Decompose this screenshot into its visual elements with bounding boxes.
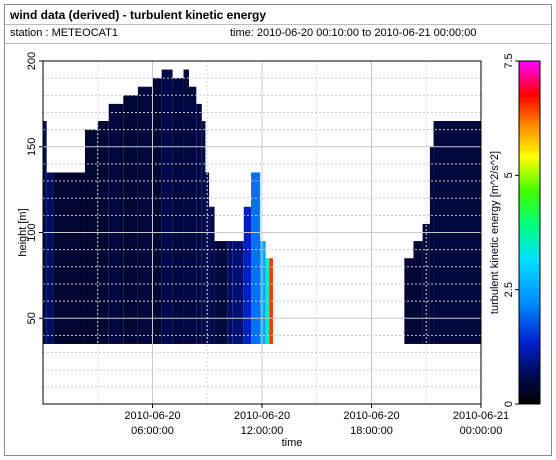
x-tick-label-date: 2010-06-20: [343, 410, 399, 422]
data-cell: [84, 129, 98, 344]
colorbar-tick-label: 0: [503, 401, 515, 407]
x-tick-label-time: 06:00:00: [131, 425, 174, 437]
data-cell: [413, 241, 423, 344]
colorbar-tick-label: 7.5: [503, 53, 515, 68]
data-cell: [260, 241, 266, 344]
x-tick-label-date: 2010-06-20: [124, 410, 180, 422]
data-cell: [161, 69, 173, 344]
data-cell: [108, 103, 124, 344]
x-axis-label: time: [282, 437, 303, 449]
header-divider: [5, 24, 551, 25]
axes: 50 100 150 200 height [m] 2010-06-20 06:00:00 2…: [17, 52, 509, 449]
grid-lines: [43, 61, 481, 404]
data-cell: [429, 146, 434, 344]
data-cell: [53, 172, 85, 344]
data-cell: [123, 95, 138, 344]
data-cell: [251, 172, 261, 344]
colorbar-gradient: [518, 60, 541, 405]
data-cell: [422, 223, 430, 344]
data-cell: [137, 86, 153, 344]
x-tick-label-date: 2010-06-21: [453, 410, 509, 422]
chart-title: wind data (derived) - turbulent kinetic …: [10, 8, 267, 22]
colorbar-tick-label: 5: [503, 172, 515, 178]
colorbar-label: turbulent kinetic energy [m^2/s^2]: [489, 151, 501, 314]
time-range-label: time: 2010-06-20 00:10:00 to 2010-06-21 …: [230, 27, 477, 39]
y-tick-label: 200: [26, 52, 38, 70]
data-cell: [209, 206, 215, 344]
data-cell: [232, 241, 244, 344]
data-cell: [152, 78, 162, 344]
x-tick-label-time: 12:00:00: [241, 425, 284, 437]
header-divider: [5, 43, 551, 44]
x-tick-label-time: 00:00:00: [460, 425, 503, 437]
y-tick-label: 100: [26, 223, 38, 241]
colorbar: 0 2.5 5 7.5 turbulent kinetic energy [m^2/s^…: [489, 53, 541, 407]
x-tick-label-date: 2010-06-20: [234, 410, 290, 422]
data-cell: [46, 172, 54, 344]
data-cell: [243, 206, 252, 344]
data-cell: [227, 241, 233, 344]
data-cell: [214, 241, 228, 344]
data-cell: [183, 69, 189, 344]
colorbar-tick-label: 2.5: [503, 282, 515, 297]
station-label: station : METEOCAT1: [10, 27, 118, 39]
y-tick-label: 150: [26, 138, 38, 156]
y-tick-label: 50: [26, 312, 38, 324]
data-cell: [196, 103, 202, 344]
y-axis-label: height [m]: [17, 208, 29, 256]
x-tick-label-time: 18:00:00: [350, 425, 393, 437]
data-cell: [172, 78, 184, 344]
